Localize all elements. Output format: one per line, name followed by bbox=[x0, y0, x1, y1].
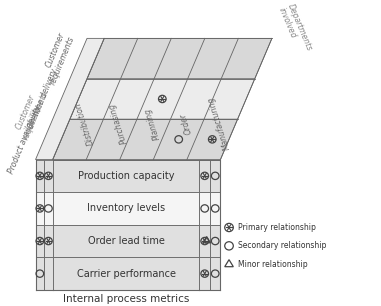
Text: Internal process metrics: Internal process metrics bbox=[63, 294, 189, 304]
Bar bbox=[53, 192, 200, 225]
Text: Manufacturing: Manufacturing bbox=[207, 95, 232, 151]
Text: Production capacity: Production capacity bbox=[78, 171, 174, 181]
Bar bbox=[210, 257, 221, 290]
Bar bbox=[44, 192, 53, 225]
Text: Customer
requirements: Customer requirements bbox=[12, 86, 50, 141]
Bar bbox=[44, 159, 53, 192]
Text: Order: Order bbox=[178, 111, 193, 135]
Text: Purchasing: Purchasing bbox=[108, 102, 129, 145]
Polygon shape bbox=[53, 119, 238, 159]
Polygon shape bbox=[87, 38, 272, 79]
Text: On-time delivery: On-time delivery bbox=[27, 68, 59, 130]
Bar bbox=[200, 225, 210, 257]
Bar bbox=[200, 257, 210, 290]
Text: Order lead time: Order lead time bbox=[88, 236, 165, 246]
Bar bbox=[210, 225, 221, 257]
Bar bbox=[210, 159, 221, 192]
Bar bbox=[200, 159, 210, 192]
Bar bbox=[53, 225, 200, 257]
Bar bbox=[35, 257, 44, 290]
Bar bbox=[53, 257, 200, 290]
Text: Primary relationship: Primary relationship bbox=[238, 223, 315, 232]
Polygon shape bbox=[35, 38, 104, 159]
Bar bbox=[53, 159, 200, 192]
Text: Distribution: Distribution bbox=[74, 101, 96, 146]
Text: Secondary relationship: Secondary relationship bbox=[238, 241, 326, 250]
Text: Inventory levels: Inventory levels bbox=[87, 203, 165, 214]
Text: Departments
involved: Departments involved bbox=[277, 2, 314, 56]
Bar bbox=[44, 225, 53, 257]
Bar bbox=[210, 192, 221, 225]
Text: Carrier performance: Carrier performance bbox=[77, 269, 176, 279]
Bar bbox=[200, 192, 210, 225]
Text: Minor relationship: Minor relationship bbox=[238, 260, 307, 269]
Bar bbox=[35, 225, 44, 257]
Bar bbox=[44, 257, 53, 290]
Text: Planning: Planning bbox=[143, 106, 161, 140]
Bar bbox=[35, 192, 44, 225]
Text: Customer
requirements: Customer requirements bbox=[39, 31, 77, 86]
Text: Product availability: Product availability bbox=[6, 104, 42, 175]
Bar bbox=[35, 159, 44, 192]
Polygon shape bbox=[70, 79, 255, 119]
